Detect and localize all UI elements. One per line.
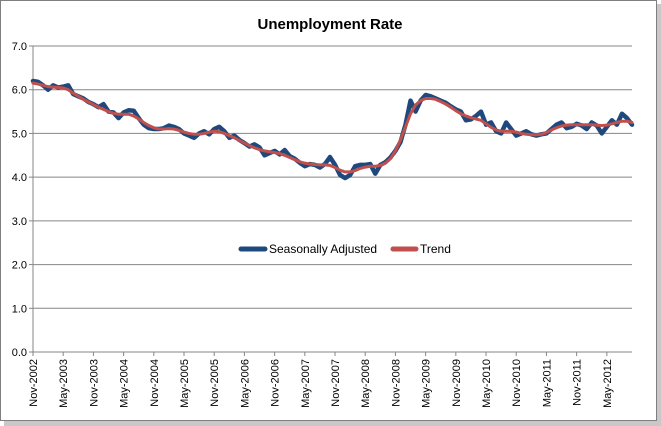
x-tick-label: Nov-2003 — [88, 359, 100, 407]
y-tick-label: 3.0 — [12, 216, 27, 228]
x-tick-label: May-2006 — [239, 359, 251, 408]
x-tick-label: Nov-2002 — [28, 359, 40, 407]
x-tick-label: May-2009 — [421, 359, 433, 408]
y-axis-tick-labels: 0.0 1.0 2.0 3.0 4.0 5.0 6.0 7.0 — [12, 41, 27, 359]
x-tick-label: May-2012 — [602, 359, 614, 408]
series-line-trend — [31, 81, 634, 174]
x-tick-label: Nov-2004 — [149, 359, 161, 407]
x-tick-label: Nov-2005 — [209, 359, 221, 407]
x-tick-label: Nov-2011 — [572, 359, 584, 406]
y-tick-label: 4.0 — [12, 172, 27, 184]
x-tick-label: Nov-2009 — [451, 359, 463, 407]
frame-shadow-bottom — [4, 421, 661, 426]
legend-label-seasonally-adjusted: Seasonally Adjusted — [269, 242, 377, 256]
x-tick-label: May-2003 — [58, 359, 70, 408]
x-tick-label: Nov-2010 — [511, 359, 523, 407]
x-tick-label: Nov-2006 — [270, 359, 282, 407]
chart-title: Unemployment Rate — [257, 16, 402, 33]
x-tick-label: Nov-2007 — [330, 359, 342, 407]
x-tick-label: May-2004 — [119, 359, 131, 408]
frame-shadow-right — [657, 4, 661, 425]
x-tick-label: May-2005 — [179, 359, 191, 408]
grid-lines — [29, 45, 632, 353]
x-axis-tick-labels: Nov-2002 May-2003 Nov-2003 May-2004 Nov-2004… — [28, 359, 614, 408]
y-tick-label: 0.0 — [12, 347, 27, 359]
x-tick-label: May-2011 — [541, 359, 553, 407]
x-tick-label: May-2010 — [481, 359, 493, 408]
y-tick-label: 1.0 — [12, 303, 27, 315]
y-tick-label: 2.0 — [12, 260, 27, 272]
x-tick-label: May-2008 — [360, 359, 372, 408]
series-line-seasonally-adjusted — [30, 78, 635, 181]
legend: Seasonally Adjusted Trend — [238, 242, 451, 256]
x-tick-label: Nov-2008 — [390, 359, 402, 407]
x-tick-label: May-2007 — [300, 359, 312, 408]
legend-label-trend: Trend — [420, 242, 451, 256]
x-axis-ticks — [32, 352, 608, 356]
y-tick-label: 6.0 — [12, 85, 27, 97]
series-lines — [30, 78, 635, 181]
y-tick-label: 7.0 — [12, 41, 27, 53]
y-tick-label: 5.0 — [12, 128, 27, 140]
axes — [32, 46, 632, 353]
